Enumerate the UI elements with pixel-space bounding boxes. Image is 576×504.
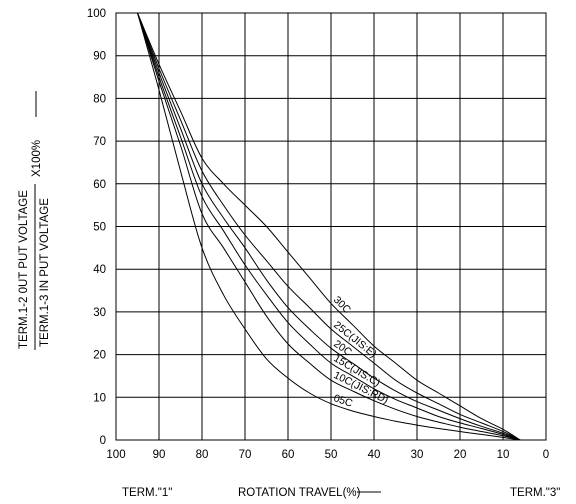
x-tick-label: 40 xyxy=(368,449,381,461)
x-tick-label: 80 xyxy=(196,449,209,461)
x-tick-label: 30 xyxy=(411,449,424,461)
x-tick-label: 10 xyxy=(497,449,510,461)
x-tick-label: 60 xyxy=(282,449,295,461)
x-tick-label: 0 xyxy=(543,449,549,461)
x-tick-label: 50 xyxy=(325,449,338,461)
term-3-label: TERM."3" xyxy=(510,487,560,499)
y-axis-multiplier: X100% xyxy=(31,140,43,177)
y-axis-label-denominator: TERM.1-3 IN PUT VOLTAGE xyxy=(39,198,51,347)
series-line xyxy=(137,12,521,441)
grid xyxy=(115,12,547,441)
series-line xyxy=(137,12,521,441)
series-line xyxy=(137,12,521,441)
y-tick-label: 80 xyxy=(93,93,106,105)
x-tick-label: 70 xyxy=(239,449,252,461)
x-axis-label: ROTATION TRAVEL(%) xyxy=(238,487,361,499)
x-tick-label: 100 xyxy=(106,449,125,461)
tick-labels: 100 90 80 70 60 50 40 30 20 10 0010203040506070809… xyxy=(87,8,549,461)
y-tick-label: 10 xyxy=(93,392,106,404)
series-line xyxy=(137,12,521,441)
y-tick-label: 90 xyxy=(93,51,106,63)
series-line xyxy=(137,12,521,441)
y-tick-label: 60 xyxy=(93,179,106,191)
series-line xyxy=(137,12,521,441)
x-tick-label: 20 xyxy=(454,449,467,461)
curve-label: 30C xyxy=(331,294,353,316)
y-axis-label-numerator: TERM.1-2 0UT PUT VOLTAGE xyxy=(18,190,30,349)
y-axis-label: TERM.1-2 0UT PUT VOLTAGE TERM.1-3 IN PUT… xyxy=(18,91,51,350)
y-tick-label: 70 xyxy=(93,136,106,148)
series-lines xyxy=(137,12,521,441)
y-tick-label: 0 xyxy=(100,435,106,447)
y-tick-label: 30 xyxy=(93,307,106,319)
y-tick-label: 40 xyxy=(93,264,106,276)
x-tick-label: 90 xyxy=(153,449,166,461)
y-tick-label: 100 xyxy=(87,8,106,20)
curve-label: 05C xyxy=(332,392,354,410)
plot-frame xyxy=(115,12,547,441)
y-tick-label: 50 xyxy=(93,222,106,234)
y-tick-label: 20 xyxy=(93,350,106,362)
term-1-label: TERM."1" xyxy=(122,487,172,499)
